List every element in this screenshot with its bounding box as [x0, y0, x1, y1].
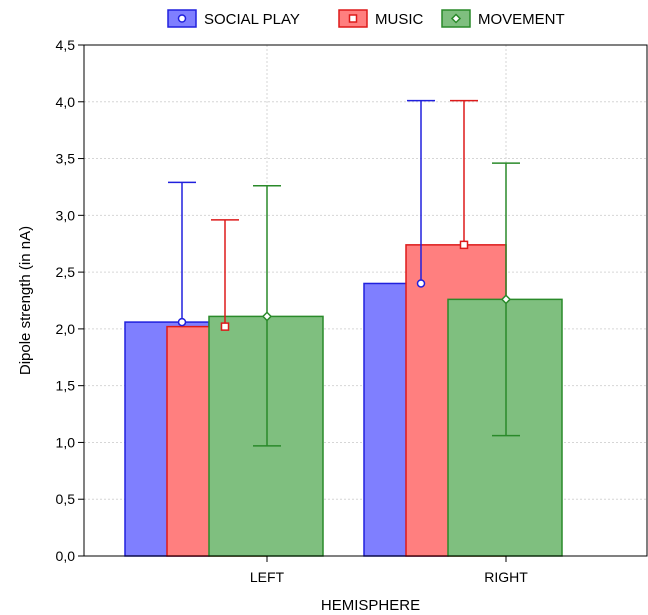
- y-tick-label: 2,5: [56, 264, 76, 280]
- y-tick-label: 3,5: [56, 151, 76, 167]
- plot-frame: [83, 44, 648, 557]
- y-axis-ticks: 0,0 0,5 1,0 1,5 2,0 2,5 3,0 3,5 4,0 4,5: [56, 37, 84, 564]
- y-tick-label: 3,0: [56, 207, 76, 223]
- mean-marker-square: [459, 240, 469, 250]
- axes: [83, 44, 648, 557]
- bar-movement-left: [208, 315, 324, 557]
- x-axis-ticks: LEFT RIGHT: [250, 556, 528, 585]
- legend-marker: [450, 13, 462, 24]
- y-tick-label: 0,5: [56, 491, 76, 507]
- mean-marker-circle: [177, 317, 187, 327]
- legend-label: SOCIAL PLAY: [204, 11, 300, 28]
- mean-marker-square: [220, 322, 230, 331]
- y-tick-label: 1,5: [56, 378, 76, 394]
- bars-group: [124, 244, 563, 557]
- mean-marker-diamond: [500, 294, 512, 305]
- x-tick-label: LEFT: [250, 569, 285, 585]
- y-tick-label: 2,0: [56, 321, 76, 337]
- y-axis-title: Dipole strength (in nA): [17, 226, 34, 375]
- x-tick-label: RIGHT: [484, 569, 528, 585]
- error-bars-group: [168, 99, 520, 447]
- legend-item-movement: MOVEMENT: [441, 9, 565, 28]
- y-tick-label: 4,5: [56, 37, 76, 53]
- legend-label: MUSIC: [375, 11, 424, 28]
- legend-marker: [177, 14, 187, 23]
- y-tick-label: 0,0: [56, 548, 76, 564]
- bar-movement-right: [447, 298, 563, 557]
- legend: SOCIAL PLAY MUSIC MOVEMENT: [167, 9, 565, 28]
- legend-label: MOVEMENT: [478, 11, 565, 28]
- mean-marker-circle: [416, 279, 426, 288]
- x-axis-title: HEMISPHERE: [321, 597, 420, 614]
- legend-marker: [348, 14, 358, 23]
- legend-item-social-play: SOCIAL PLAY: [167, 9, 300, 28]
- legend-item-music: MUSIC: [338, 9, 424, 28]
- y-tick-label: 4,0: [56, 94, 76, 110]
- y-tick-label: 1,0: [56, 434, 76, 450]
- mean-marker-diamond: [261, 311, 273, 322]
